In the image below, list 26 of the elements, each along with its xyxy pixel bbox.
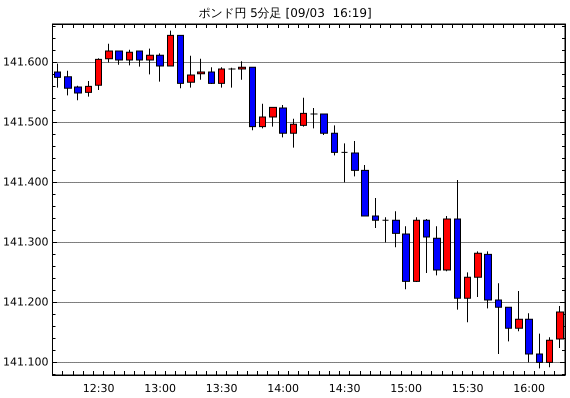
y-tick-label: 141.600 — [2, 55, 48, 68]
candlestick — [372, 198, 379, 228]
y-tick-label: 141.500 — [2, 115, 48, 128]
x-tick-label: 13:30 — [206, 382, 238, 395]
x-tick-label: 14:00 — [267, 382, 299, 395]
x-tick-label: 13:00 — [144, 382, 176, 395]
candlestick — [351, 140, 359, 177]
candlestick — [64, 70, 72, 96]
x-tick-label: 15:00 — [390, 382, 422, 395]
candlestick — [474, 250, 482, 298]
candlestick — [218, 66, 225, 88]
chart-title: ポンド円 5分足 [09/03 16:19] — [198, 6, 372, 20]
y-tick-label: 141.400 — [2, 175, 48, 188]
y-tick-label: 141.100 — [2, 355, 48, 368]
x-tick-label: 12:30 — [82, 382, 114, 395]
x-tick-label: 16:00 — [513, 382, 545, 395]
candlestick — [85, 80, 92, 98]
x-tick-label: 14:30 — [328, 382, 360, 395]
x-tick-label: 15:30 — [452, 382, 484, 395]
candlestick — [505, 306, 512, 342]
candlestick — [331, 124, 338, 156]
y-tick-label: 141.300 — [2, 235, 48, 248]
candlestick — [228, 67, 236, 88]
candlestick — [74, 85, 82, 101]
y-tick-label: 141.200 — [2, 295, 48, 308]
candlestick — [208, 66, 215, 84]
